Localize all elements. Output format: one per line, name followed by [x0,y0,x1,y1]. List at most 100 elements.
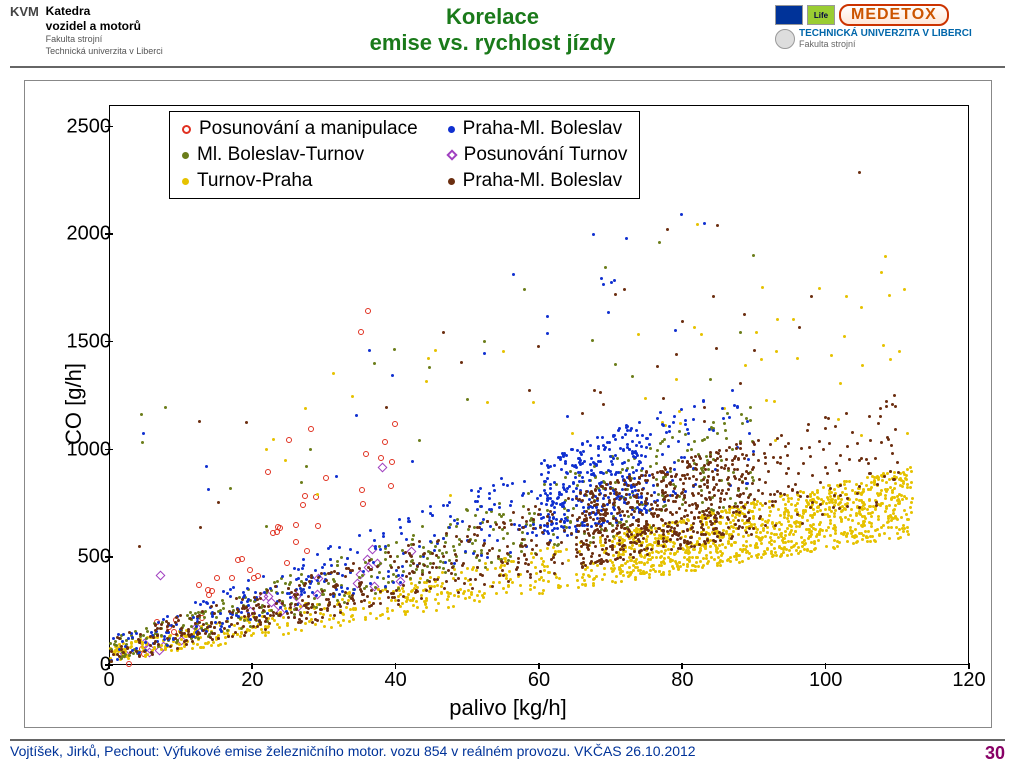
data-point [731,463,734,466]
data-point [556,536,559,539]
data-point [606,535,609,538]
data-point [846,445,849,448]
data-point [575,543,578,546]
data-point [638,550,641,553]
data-point [585,510,588,513]
data-point [567,509,570,512]
data-point [287,587,290,590]
data-point [231,635,234,638]
data-point [437,556,440,559]
data-point [537,345,540,348]
data-point [762,529,765,532]
data-point [272,438,275,441]
data-point [623,539,626,542]
data-point [453,549,456,552]
data-point [286,622,289,625]
data-point [304,582,307,585]
data-point [323,563,326,566]
data-point [542,560,545,563]
data-point [616,457,619,460]
y-tick [105,449,113,451]
data-point [811,501,814,504]
data-point [443,587,446,590]
data-point [636,506,639,509]
logo-right: Life MEDETOX TECHNICKÁ UNIVERZITA V LIBE… [775,4,1005,49]
data-point [233,624,236,627]
data-point [706,479,709,482]
data-point [824,466,827,469]
data-point [379,548,382,551]
data-point [454,573,457,576]
slide-title: Korelace emise vs. rychlost jízdy [210,4,775,56]
data-point [726,412,729,415]
data-point [493,503,496,506]
data-point [838,541,841,544]
data-point [745,454,748,457]
data-point [876,528,879,531]
data-point [602,472,605,475]
data-point [412,543,415,546]
data-point [390,599,393,602]
data-point [705,455,708,458]
data-point [402,590,405,593]
data-point [797,498,800,501]
data-point [812,523,815,526]
data-point [731,514,734,517]
data-point [860,482,863,485]
data-point [796,357,799,360]
data-point [786,454,789,457]
data-point [498,574,501,577]
data-point [495,592,498,595]
data-point [560,468,563,471]
data-point [314,569,317,572]
data-point [592,578,595,581]
data-point [656,365,659,368]
data-point [655,530,658,533]
data-point [830,354,833,357]
data-point [436,540,439,543]
data-point [645,497,648,500]
data-point [702,478,705,481]
data-point [824,508,827,511]
data-point [870,525,873,528]
data-point [735,443,738,446]
data-point [502,537,505,540]
data-point [674,560,677,563]
data-point [224,642,227,645]
data-point [644,455,647,458]
data-point [692,484,695,487]
data-point [460,571,463,574]
data-point [454,553,457,556]
data-point [769,510,772,513]
data-point [870,486,873,489]
data-point [826,472,829,475]
data-point [755,531,758,534]
data-point [480,505,483,508]
legend-item: Ml. Boleslav-Turnov [182,144,418,166]
data-point [599,460,602,463]
data-point [664,522,667,525]
data-point [627,528,630,531]
data-point [540,473,543,476]
data-point [407,593,410,596]
data-point [571,432,574,435]
data-point [706,436,709,439]
data-point [895,526,898,529]
data-point [382,532,385,535]
data-point [596,497,599,500]
data-point [229,575,235,581]
data-point [888,504,891,507]
data-point [747,458,750,461]
data-point [829,487,832,490]
data-point [510,500,513,503]
data-point [316,579,319,582]
data-point [570,532,573,535]
data-point [591,496,594,499]
data-point [316,619,319,622]
x-tick-label: 100 [809,669,842,692]
data-point [525,558,528,561]
data-point [543,480,546,483]
data-point [864,530,867,533]
data-point [267,631,270,634]
data-point [469,583,472,586]
